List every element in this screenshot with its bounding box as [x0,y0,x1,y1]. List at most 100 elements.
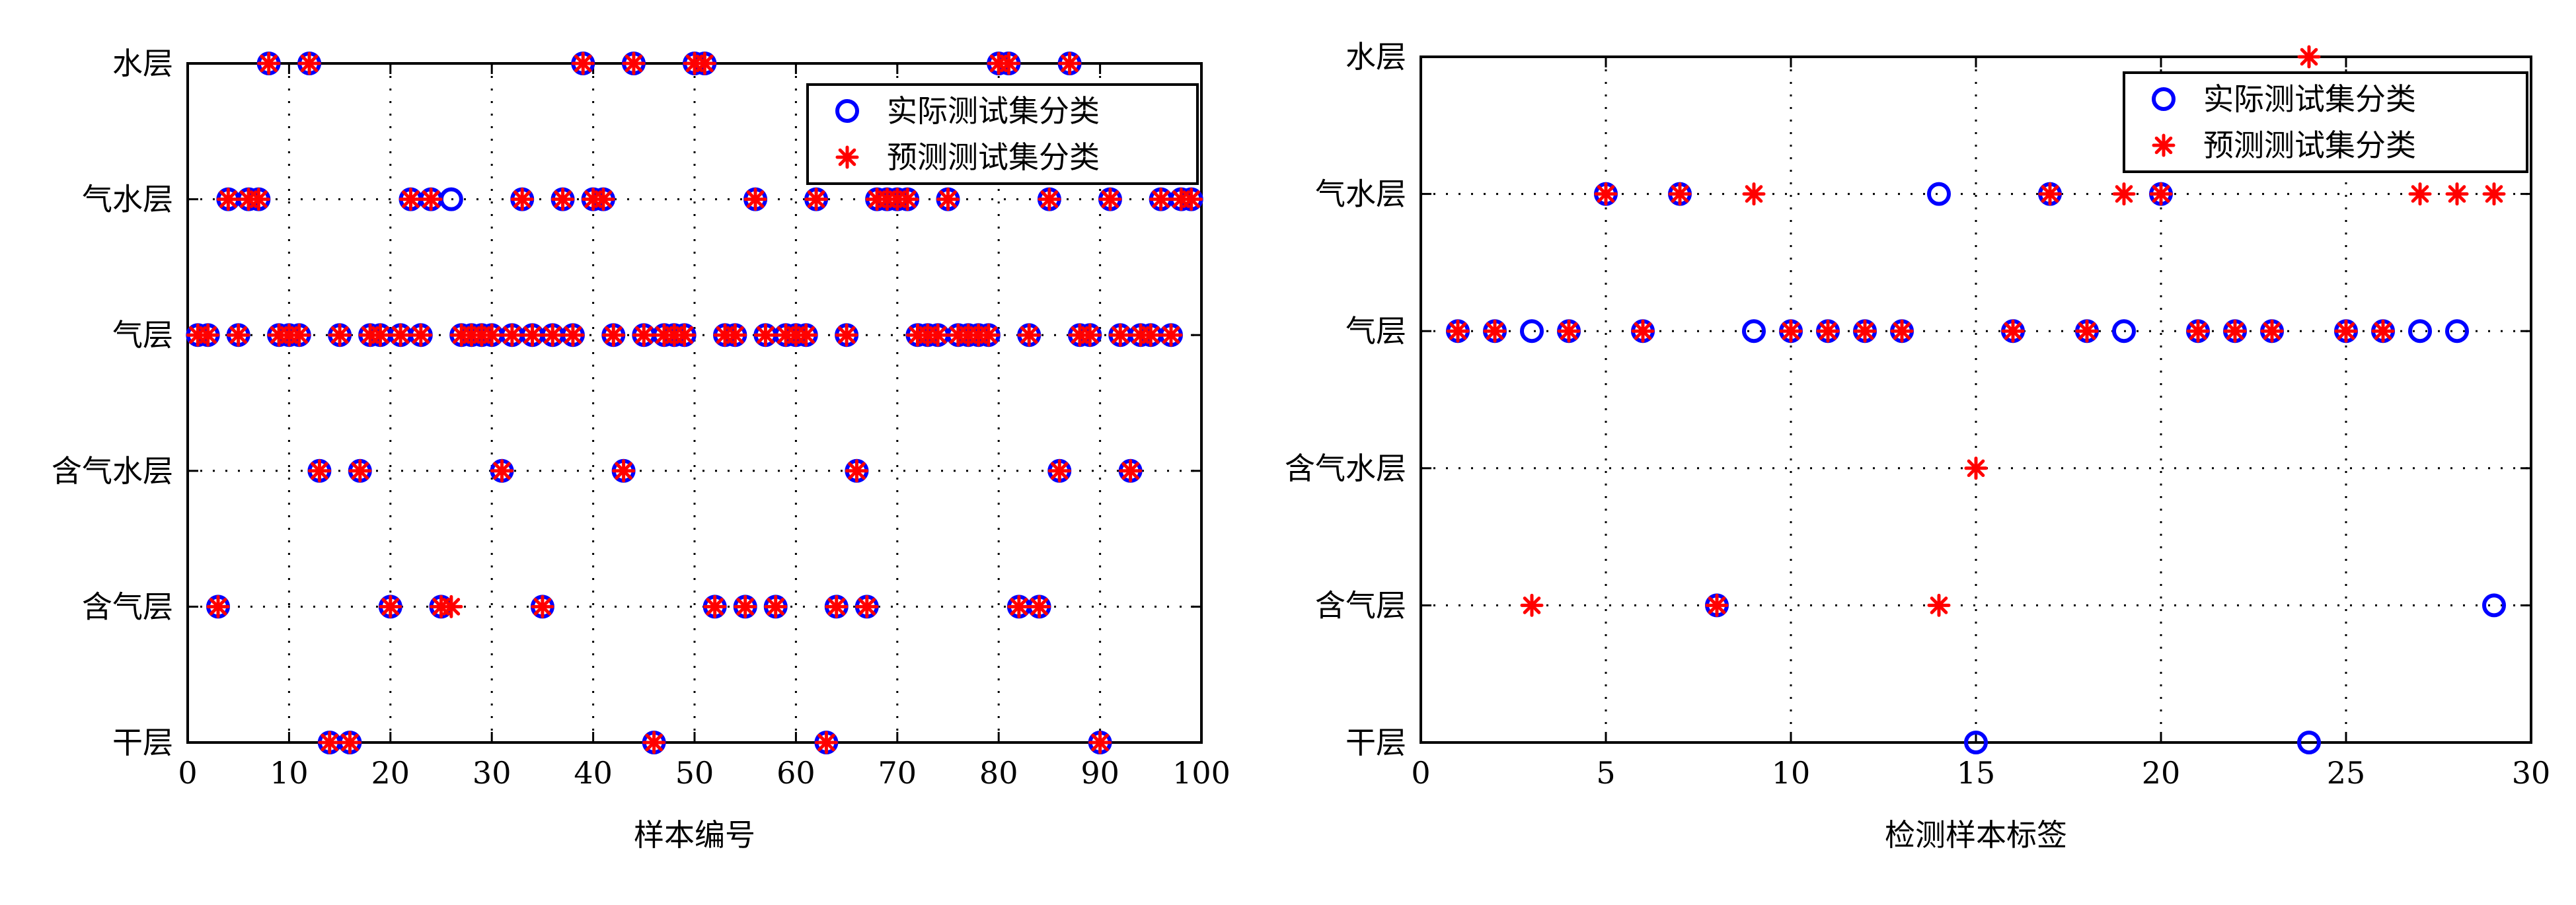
data-point-asterisk [398,188,422,211]
data-point-asterisk [2112,182,2136,206]
legend-marker-circle [2152,87,2176,111]
x-tick-label: 20 [2142,755,2181,791]
data-point-asterisk [2371,319,2395,343]
data-point-asterisk [703,595,727,618]
data-point-asterisk [379,595,402,618]
x-tick-label: 100 [1172,755,1231,791]
data-point-asterisk [1890,319,1914,343]
data-point-asterisk [622,52,646,75]
data-point-asterisk [1119,459,1143,483]
x-axis-title: 检测样本标签 [1885,817,2067,853]
data-point-asterisk [1058,52,1082,75]
data-point-asterisk [734,595,757,618]
data-point-asterisk [1520,593,1544,617]
data-point-asterisk [368,323,392,347]
data-point-asterisk [2297,45,2321,69]
data-point-asterisk [1108,323,1132,347]
x-tick-label: 0 [1411,755,1430,791]
data-point-asterisk [2260,319,2284,343]
data-point-asterisk [338,731,361,754]
x-tick-label: 50 [675,755,714,791]
data-point-circle [1742,319,1766,344]
data-point-asterisk [642,731,666,754]
data-point-asterisk [318,731,342,754]
data-point-asterisk [764,595,788,618]
data-point-asterisk [328,323,352,347]
legend-label: 预测测试集分类 [2203,127,2416,163]
x-tick-label: 5 [1596,755,1615,791]
data-point-asterisk [2334,319,2358,343]
x-tick-label: 90 [1080,755,1119,791]
data-point-asterisk [1078,323,1102,347]
data-point-asterisk [926,323,950,347]
data-point-asterisk [1668,182,1692,206]
data-point-asterisk [541,323,564,347]
x-axis-title: 样本编号 [634,817,755,853]
x-tick-label: 10 [1772,755,1811,791]
legend-label: 实际测试集分类 [887,93,1100,129]
data-point-asterisk [1017,323,1041,347]
x-tick-label: 10 [270,755,309,791]
data-point-asterisk [287,323,311,347]
legend-marker-asterisk [835,145,859,169]
data-point-asterisk [1038,188,1061,211]
legend-marker-circle [835,99,859,123]
data-point-asterisk [835,323,858,347]
y-tick-label: 气水层 [1315,176,1406,212]
y-tick-label: 水层 [1345,39,1406,75]
data-point-circle [2482,593,2506,618]
data-point-asterisk [490,459,514,483]
y-tick-label: 气层 [1345,313,1406,349]
data-point-asterisk [196,323,220,347]
data-point-asterisk [480,323,504,347]
data-point-asterisk [895,188,919,211]
data-point-asterisk [2223,319,2247,343]
data-point-asterisk [307,459,331,483]
data-point-circle [2408,319,2432,344]
data-point-asterisk [571,52,595,75]
data-point-asterisk [1927,593,1951,617]
data-point-asterisk [1705,593,1729,617]
legend-box [806,83,1199,185]
x-tick-label: 60 [777,755,815,791]
data-point-asterisk [246,188,270,211]
x-tick-label: 25 [2327,755,2366,791]
data-point-asterisk [1483,319,1507,343]
data-point-asterisk [601,323,625,347]
data-point-asterisk [2186,319,2210,343]
data-point-asterisk [521,323,545,347]
data-point-asterisk [591,188,615,211]
data-point-asterisk [206,595,230,618]
data-point-asterisk [1631,319,1655,343]
x-tick-label: 40 [574,755,613,791]
data-point-asterisk [2482,182,2506,206]
data-point-asterisk [409,323,433,347]
x-tick-label: 70 [878,755,917,791]
y-tick-label: 气层 [112,317,173,353]
data-point-asterisk [1557,319,1581,343]
data-point-asterisk [612,459,636,483]
data-point-asterisk [419,188,443,211]
data-point-asterisk [439,595,463,618]
y-tick-label: 干层 [112,725,173,760]
data-point-asterisk [1088,731,1112,754]
y-tick-label: 含气水层 [1285,451,1406,486]
data-point-asterisk [2001,319,2025,343]
data-point-asterisk [2075,319,2099,343]
data-point-asterisk [855,595,879,618]
legend-marker-asterisk [2152,133,2176,157]
data-point-circle [2445,319,2469,344]
data-point-asterisk [348,459,372,483]
data-point-asterisk [1594,182,1618,206]
data-point-asterisk [510,188,534,211]
data-point-asterisk [632,323,656,347]
x-tick-label: 20 [371,755,410,791]
data-point-asterisk [1964,456,1988,480]
data-point-asterisk [551,188,575,211]
y-tick-label: 含气层 [82,589,173,624]
data-point-asterisk [216,188,240,211]
data-point-asterisk [673,323,697,347]
data-point-asterisk [531,595,554,618]
